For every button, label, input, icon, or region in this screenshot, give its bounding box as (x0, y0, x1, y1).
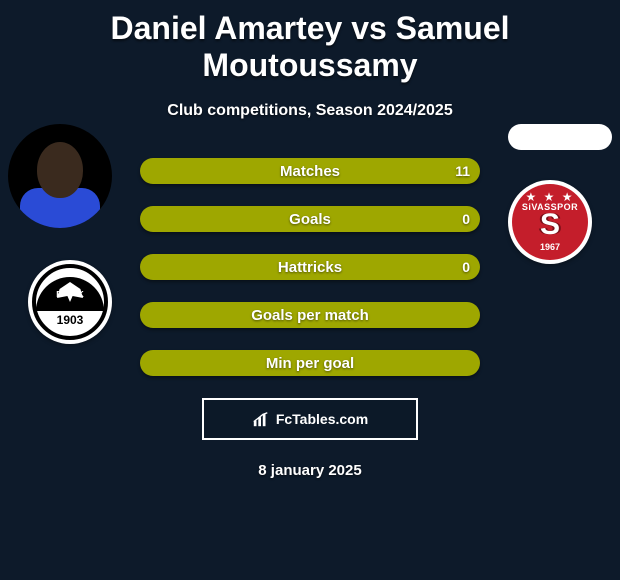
subtitle: Club competitions, Season 2024/2025 (0, 102, 620, 120)
stat-value: 11 (455, 163, 470, 179)
stat-row: Matches 11 (140, 158, 480, 184)
stat-row: Min per goal (140, 350, 480, 376)
page-title: Daniel Amartey vs Samuel Moutoussamy (0, 0, 620, 84)
stat-label: Hattricks (278, 259, 342, 276)
brand-box: FcTables.com (202, 398, 418, 440)
stat-value: 0 (462, 259, 470, 275)
chart-icon (252, 410, 270, 428)
stat-row: Goals 0 (140, 206, 480, 232)
stats-list: Matches 11 Goals 0 Hattricks 0 Goals per… (0, 158, 620, 376)
stat-row: Hattricks 0 (140, 254, 480, 280)
stat-value: 0 (462, 211, 470, 227)
date-text: 8 january 2025 (0, 462, 620, 479)
player-right-avatar (508, 124, 612, 150)
stat-label: Goals per match (251, 307, 369, 324)
brand-text: FcTables.com (276, 411, 368, 427)
stat-label: Matches (280, 163, 340, 180)
stat-row: Goals per match (140, 302, 480, 328)
stat-label: Min per goal (266, 355, 354, 372)
stat-label: Goals (289, 211, 331, 228)
